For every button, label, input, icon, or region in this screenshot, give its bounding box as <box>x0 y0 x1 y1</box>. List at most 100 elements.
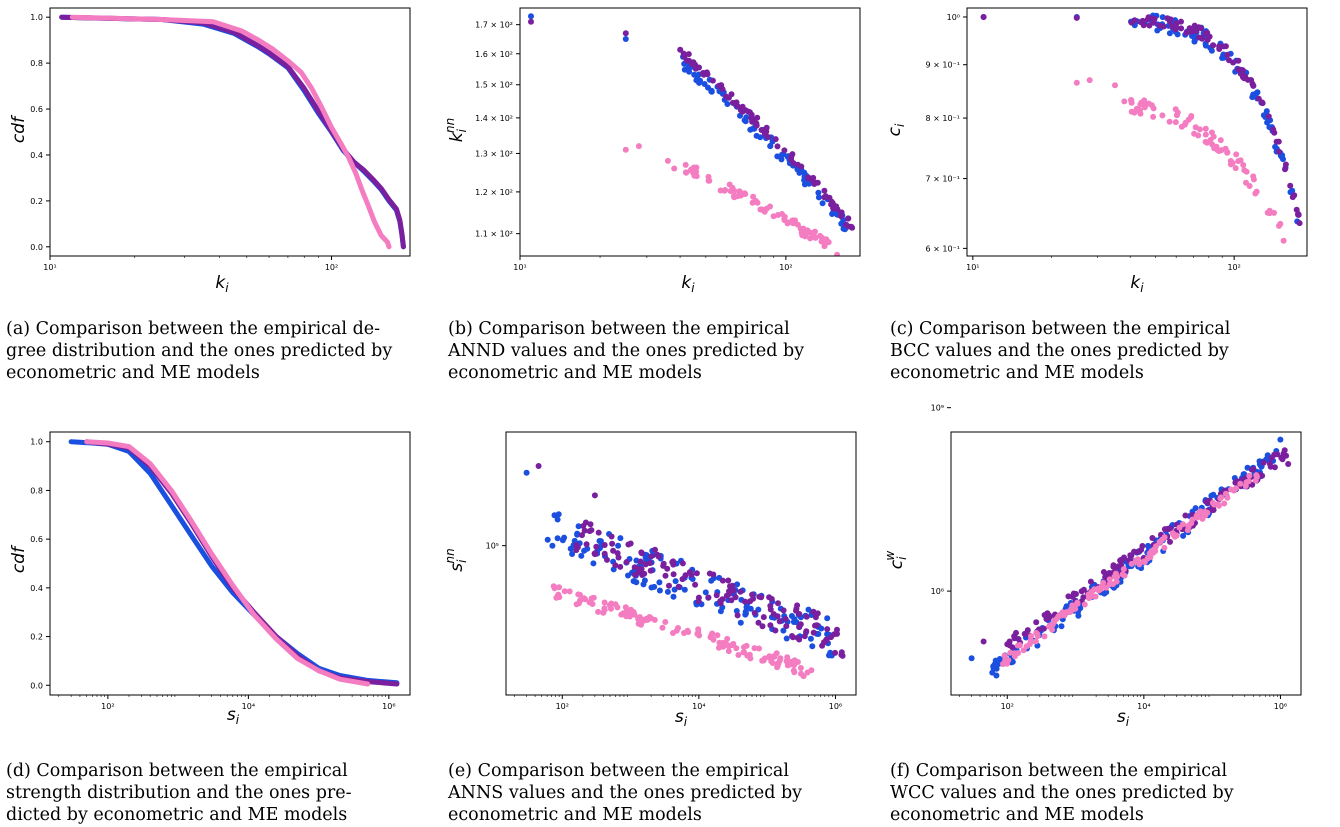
x-axis-label: ki <box>1130 273 1144 295</box>
scatter-point <box>758 127 765 133</box>
scatter-point <box>1204 36 1211 43</box>
scatter-point <box>737 588 744 595</box>
y-tick-label: 10⁰ <box>947 13 960 22</box>
scatter-point <box>779 151 785 158</box>
scatter-point <box>773 650 780 657</box>
scatter-point <box>743 610 749 617</box>
scatter-point <box>716 639 723 646</box>
scatter-point <box>805 174 812 181</box>
scatter-point <box>685 51 692 58</box>
scatter-point <box>595 608 602 615</box>
scatter-point <box>1106 576 1113 583</box>
scatter-point <box>591 492 598 499</box>
scatter-point <box>1015 642 1021 649</box>
scatter-point <box>730 640 737 647</box>
caption-line: (e) Comparison between the empirical <box>448 761 789 781</box>
scatter-point <box>590 560 597 567</box>
scatter-point <box>775 600 781 607</box>
scatter-point <box>735 652 742 658</box>
scatter-point <box>1168 23 1175 30</box>
scatter-point <box>796 636 803 643</box>
scatter-point <box>622 146 629 153</box>
scatter-point <box>1204 29 1211 36</box>
caption-line: dicted by econometric and ME models <box>6 805 348 825</box>
scatter-point <box>1248 77 1255 83</box>
scatter-point <box>1128 560 1135 567</box>
scatter-point <box>1285 461 1292 467</box>
caption-line: (f) Comparison between the empirical <box>890 761 1228 781</box>
scatter-point <box>1150 113 1157 120</box>
scatter-point <box>1196 509 1203 516</box>
scatter-point <box>742 598 748 605</box>
scatter-point <box>1200 513 1207 520</box>
scatter-point <box>1192 28 1199 35</box>
scatter-point <box>608 533 615 540</box>
scatter-point <box>595 529 602 536</box>
scatter-point <box>791 657 798 664</box>
scatter-point <box>797 665 804 671</box>
scatter-point <box>734 581 741 588</box>
scatter-point <box>727 188 734 195</box>
scatter-point <box>724 101 731 107</box>
scatter-point <box>679 560 686 567</box>
x-tick-label: 10¹ <box>43 263 56 272</box>
scatter-point <box>1121 572 1128 579</box>
scatter-point <box>815 194 822 201</box>
scatter-point <box>1149 535 1156 541</box>
scatter-point <box>750 193 757 200</box>
scatter-point <box>609 540 616 547</box>
scatter-point <box>1145 14 1152 21</box>
scatter-point <box>1069 602 1076 609</box>
scatter-point <box>1210 491 1217 498</box>
scatter-point <box>1271 209 1277 216</box>
y-tick-label: 8 × 10⁻¹ <box>926 114 961 123</box>
scatter-point <box>813 622 820 629</box>
scatter-point <box>556 584 563 591</box>
y-tick-label: 1.5 × 10² <box>475 81 513 90</box>
chart-panel-a: 10¹ 10² 0.0 0.2 0.4 0.6 0.8 1.0 ki cdf <box>0 0 440 310</box>
scatter-point <box>824 626 831 633</box>
scatter-point <box>833 203 840 210</box>
scatter-point <box>1161 544 1168 551</box>
scatter-point <box>791 616 798 623</box>
scatter-point <box>582 596 589 603</box>
scatter-point <box>601 542 608 548</box>
scatter-point <box>617 535 624 542</box>
scatter-point <box>1191 22 1198 29</box>
scatter-point <box>968 655 975 662</box>
scatter-point <box>1000 661 1006 667</box>
scatter-point <box>1167 538 1173 545</box>
scatter-point <box>625 541 632 548</box>
scatter-point <box>1033 619 1040 626</box>
scatter-point <box>996 656 1003 662</box>
series-line-1 <box>59 14 406 250</box>
scatter-point <box>1113 578 1120 585</box>
scatter-point <box>718 82 725 89</box>
scatter-point <box>528 18 534 25</box>
x-axis-label: si <box>675 707 688 729</box>
scatter-point <box>803 628 810 635</box>
scatter-point <box>810 232 817 239</box>
scatter-point <box>709 77 716 84</box>
y-tick-label: 0.8 <box>30 486 43 495</box>
scatter-point <box>551 512 558 519</box>
x-tick-label: 10⁴ <box>242 702 255 711</box>
scatter-point <box>723 641 730 648</box>
scatter-point <box>706 177 713 184</box>
scatter-point <box>1224 149 1231 156</box>
scatter-point <box>761 130 768 137</box>
scatter-point <box>1141 104 1148 111</box>
scatter-point <box>980 14 987 20</box>
scatter-point <box>728 597 735 604</box>
axes-frame <box>950 431 1302 696</box>
x-axis-label: ki <box>681 273 695 295</box>
scatter-point <box>722 187 729 193</box>
scatter-point <box>679 576 686 583</box>
y-tick-label: 1.6 × 10² <box>475 50 513 59</box>
scatter-point <box>723 93 729 100</box>
scatter-point <box>1161 526 1168 533</box>
scatter-point <box>734 612 741 619</box>
scatter-point <box>1011 635 1018 642</box>
scatter-point <box>566 588 573 595</box>
scatter-point <box>523 469 530 476</box>
